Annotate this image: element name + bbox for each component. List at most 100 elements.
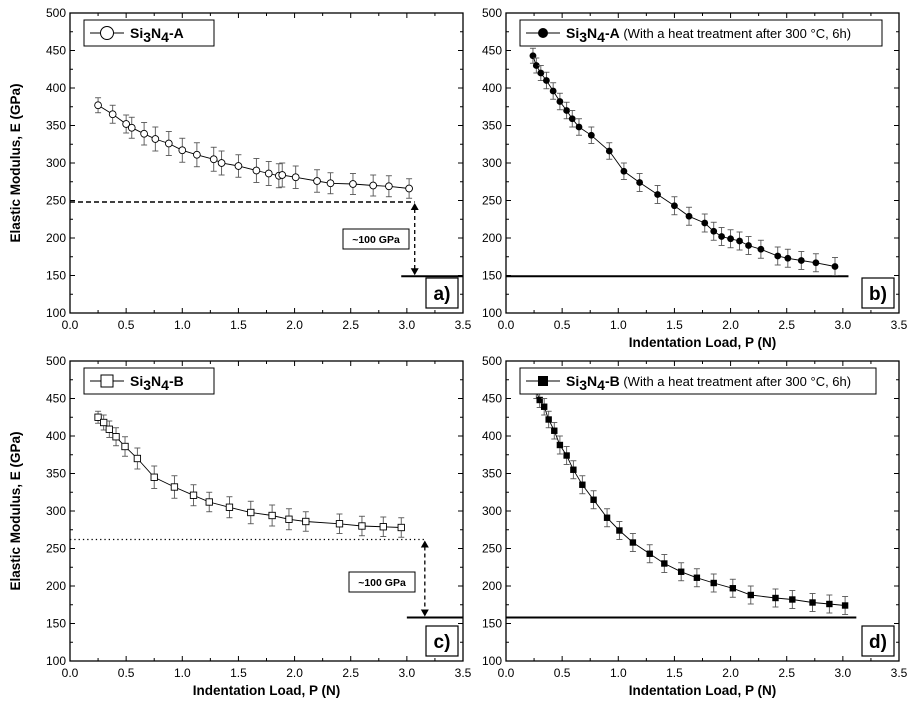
data-point	[205, 498, 213, 506]
x-tick-label: 3.5	[891, 318, 908, 332]
data-point	[605, 147, 613, 155]
x-tick-label: 1.0	[610, 666, 627, 680]
x-tick-label: 3.5	[455, 666, 472, 680]
data-point	[209, 155, 218, 164]
x-tick-label: 3.5	[455, 318, 472, 332]
legend-text-part: N	[151, 373, 161, 389]
data-point	[710, 579, 717, 587]
x-tick-label: 1.5	[666, 666, 683, 680]
x-tick-label: 0.5	[554, 666, 571, 680]
legend-text-part: 4	[161, 377, 169, 393]
data-point	[217, 159, 226, 167]
y-tick-label: 100	[46, 654, 66, 668]
data-point	[234, 162, 243, 170]
data-point	[784, 254, 792, 262]
y-tick-label: 400	[46, 429, 66, 443]
y-tick-label: 200	[482, 579, 502, 593]
x-tick-label: 2.0	[722, 318, 739, 332]
x-tick-label: 3.0	[399, 318, 416, 332]
x-tick-label: 2.5	[342, 666, 359, 680]
x-tick-label: 3.0	[835, 318, 852, 332]
plot-frame	[505, 12, 900, 314]
y-tick-label: 400	[482, 429, 502, 443]
data-point	[151, 135, 160, 143]
legend-box	[519, 19, 883, 47]
data-point	[718, 233, 725, 240]
data-point	[616, 527, 623, 534]
panel-label-box	[861, 625, 895, 657]
y-tick-label: 450	[482, 44, 502, 58]
data-point	[369, 181, 378, 190]
y-tick-label: 250	[482, 194, 502, 208]
data-point	[252, 166, 261, 175]
data-point	[636, 179, 644, 186]
data-point	[189, 491, 198, 499]
data-point	[812, 259, 820, 267]
data-point	[540, 403, 548, 410]
x-tick-label: 1.0	[610, 318, 627, 332]
legend-text-part: 3	[579, 377, 587, 393]
y-tick-label: 400	[46, 81, 66, 95]
data-point	[94, 413, 102, 421]
y-tick-label: 350	[482, 467, 502, 481]
data-point	[140, 129, 148, 138]
data-point	[772, 594, 779, 602]
data-point	[661, 560, 668, 567]
legend-text-part: 3	[143, 377, 151, 393]
data-point	[809, 599, 816, 606]
x-tick-label: 2.0	[286, 666, 303, 680]
data-point	[326, 179, 335, 188]
data-point	[537, 69, 545, 77]
data-point	[379, 523, 387, 531]
data-point	[133, 454, 142, 463]
plot-frame	[69, 12, 464, 314]
panel-c: 0.0 0.5 1.0 1.5 2.0 2.5 3.0 3.5 100 150 200 250 300 3…	[8, 354, 472, 698]
legend-text: Si3N4-B	[130, 373, 184, 393]
data-point	[757, 245, 765, 253]
data-point	[556, 441, 564, 449]
plot-frame	[505, 360, 900, 662]
legend-text-part: -B	[169, 373, 184, 389]
x-tick-label: 0.0	[498, 318, 515, 332]
x-tick-label: 1.5	[230, 666, 247, 680]
legend-text-part: 4	[597, 377, 605, 393]
data-point	[710, 227, 718, 235]
panel-label-box	[425, 625, 459, 657]
data-point	[685, 212, 693, 220]
x-tick-label: 2.0	[722, 666, 739, 680]
data-point	[536, 396, 543, 404]
panel-label-box	[425, 277, 459, 309]
y-axis-title: Elastic Modulus, E (GPa)	[8, 431, 23, 590]
data-point	[247, 508, 255, 517]
x-tick-label: 3.0	[835, 666, 852, 680]
data-point	[620, 167, 628, 175]
series-line	[532, 55, 836, 267]
x-tick-label: 0.0	[62, 666, 79, 680]
x-axis-title: Indentation Load, P (N)	[629, 335, 777, 350]
arrow-head-down	[420, 609, 429, 617]
data-point	[302, 517, 310, 526]
y-tick-label: 250	[482, 542, 502, 556]
x-tick-label: 0.0	[498, 666, 515, 680]
data-point	[268, 511, 276, 520]
y-tick-label: 100	[482, 654, 502, 668]
data-point	[264, 169, 273, 178]
y-tick-label: 250	[46, 542, 66, 556]
data-point	[774, 252, 782, 260]
data-point	[178, 146, 187, 155]
y-axis-title: Elastic Modulus, E (GPa)	[8, 83, 23, 242]
data-point	[556, 98, 564, 105]
panel-a: 0.0 0.5 1.0 1.5 2.0 2.5 3.0 3.5 100 150 200 250 300 3…	[8, 6, 472, 332]
panel-label: c)	[434, 632, 451, 653]
data-point	[358, 522, 366, 530]
data-point	[551, 427, 558, 434]
y-tick-label: 350	[482, 119, 502, 133]
legend-marker	[100, 26, 114, 40]
data-point	[335, 520, 344, 528]
arrow-head-down	[410, 268, 419, 276]
data-point	[121, 442, 129, 451]
y-tick-label: 500	[46, 354, 66, 368]
data-point	[826, 600, 833, 608]
legend-text-part: 4	[597, 29, 605, 45]
data-point	[108, 110, 117, 119]
